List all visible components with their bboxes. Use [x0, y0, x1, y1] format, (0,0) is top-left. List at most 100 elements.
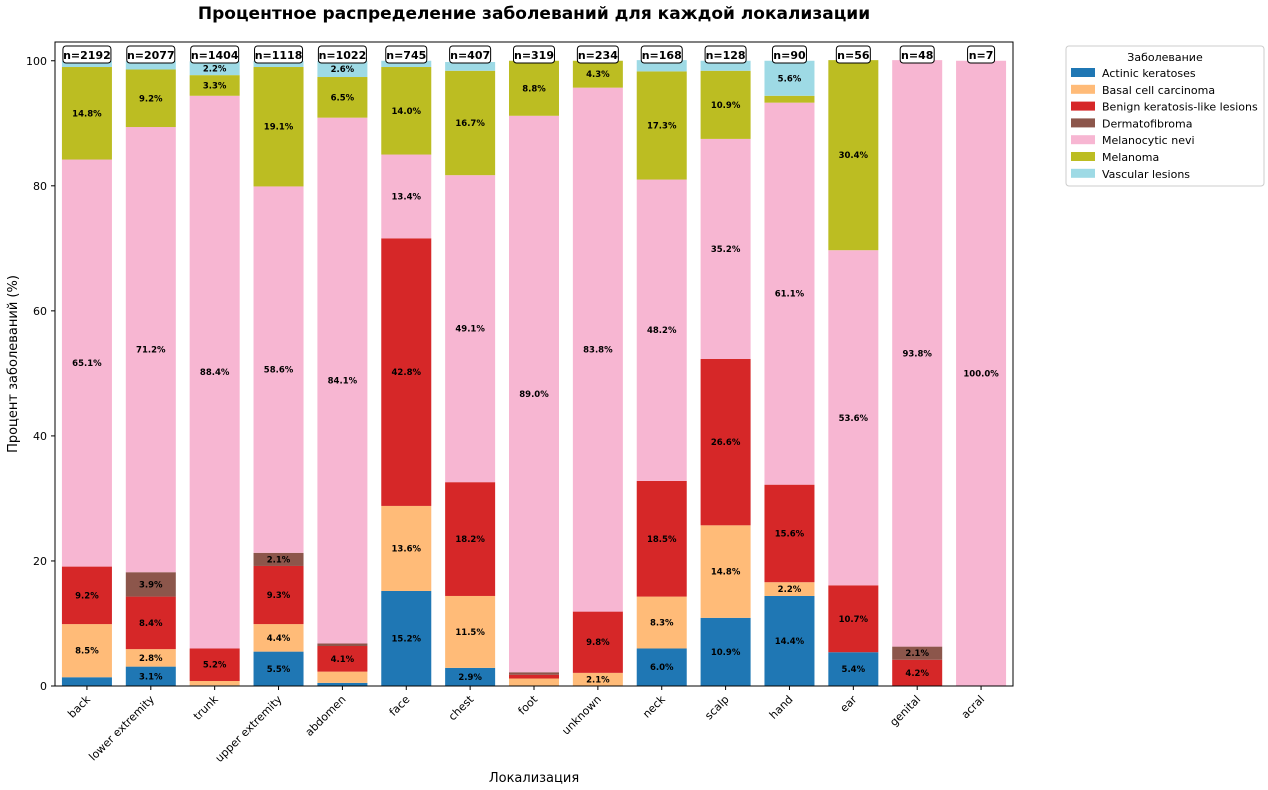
bar-segment: [317, 671, 368, 683]
count-label: n=128: [706, 49, 746, 62]
segment-label: 14.8%: [711, 568, 741, 578]
count-box: [317, 45, 367, 64]
bar-segment: [445, 62, 496, 71]
count-box: [967, 45, 996, 64]
segment-label: 53.6%: [839, 414, 869, 424]
bar-segment: [317, 682, 368, 686]
bar-segment: [253, 651, 304, 686]
bar-segment: [636, 71, 687, 180]
bar-segment: [636, 480, 687, 597]
x-tick-label: upper extremity: [213, 693, 285, 765]
count-box: [640, 45, 683, 64]
legend-frame: [1065, 45, 1265, 187]
segment-label: 8.4%: [139, 619, 163, 629]
segment-label: 15.2%: [392, 634, 422, 644]
legend-swatch: [1071, 101, 1095, 111]
bar-segment: [189, 75, 240, 96]
segment-label: 8.5%: [75, 647, 99, 657]
bar-segment: [764, 484, 815, 583]
y-axis-title: Процент заболеваний (%): [6, 275, 21, 453]
bar-segment: [125, 666, 176, 686]
bar-segment: [700, 70, 751, 139]
segment-label: 2.2%: [778, 585, 802, 595]
bar-segment: [61, 677, 112, 686]
bar-segment: [189, 648, 240, 681]
bar-segment: [253, 60, 304, 68]
x-tick-label: abdomen: [303, 693, 349, 739]
bar-segment: [125, 60, 176, 70]
count-label: n=745: [386, 49, 426, 62]
bar-segment: [253, 565, 304, 625]
bar-segment: [828, 60, 879, 251]
bar-segment: [636, 60, 687, 72]
count-label: n=168: [642, 49, 682, 62]
segment-label: 14.4%: [775, 637, 805, 647]
segment-label: 84.1%: [328, 377, 358, 387]
count-label: n=56: [837, 49, 870, 62]
bar-segment: [509, 672, 559, 675]
bar-segment: [828, 250, 879, 586]
y-tick-label: 60: [33, 305, 47, 318]
segment-label: 30.4%: [839, 151, 869, 161]
legend-label: Melanocytic nevi: [1102, 134, 1195, 147]
segment-label: 4.2%: [905, 669, 929, 679]
bar-segment: [253, 552, 304, 566]
segment-label: 9.3%: [267, 591, 291, 601]
bar-segment: [125, 69, 176, 128]
segment-label: 18.5%: [647, 535, 677, 545]
legend-swatch: [1071, 84, 1095, 94]
segment-label: 10.9%: [711, 648, 741, 658]
segment-label: 49.1%: [455, 325, 485, 335]
segment-label: 89.0%: [519, 390, 549, 400]
x-axis-title: Локализация: [489, 771, 579, 786]
bar-segment: [764, 102, 815, 485]
segment-label: 18.2%: [455, 535, 485, 545]
legend-label: Vascular lesions: [1102, 168, 1190, 181]
count-label: n=7: [969, 49, 994, 62]
segment-label: 2.6%: [331, 65, 355, 75]
bar-segment: [317, 643, 368, 646]
segment-label: 26.6%: [711, 438, 741, 448]
legend-label: Benign keratosis-like lesions: [1102, 101, 1258, 114]
y-tick-label: 0: [40, 680, 47, 693]
segment-label: 4.3%: [586, 70, 610, 80]
segment-label: 13.4%: [392, 192, 422, 202]
count-labels-group: n=2192 n=2077 n=1404 n=1118 n=1022 n=745 n=407…: [62, 45, 996, 64]
segment-label: 17.3%: [647, 121, 677, 131]
count-box: [704, 45, 747, 64]
bar-segment: [253, 67, 304, 187]
count-box: [771, 45, 807, 64]
bar-segment: [381, 154, 432, 239]
bar-segment: [509, 60, 559, 116]
y-tick-label: 80: [33, 180, 47, 193]
segment-label: 4.4%: [267, 634, 291, 644]
x-tick-label: scalp: [702, 693, 731, 722]
x-tick-label: ear: [838, 693, 860, 715]
bar-segment: [892, 60, 943, 647]
bar-segment: [61, 67, 112, 160]
bar-segment: [764, 95, 815, 103]
bar-segment: [125, 649, 176, 667]
segment-label: 14.8%: [72, 109, 102, 119]
segment-label: 4.1%: [331, 655, 355, 665]
bar-segment: [317, 645, 368, 672]
count-box: [576, 45, 619, 64]
bar-segment: [509, 674, 559, 679]
bar-segment: [700, 525, 751, 618]
y-tick-label: 20: [33, 555, 47, 568]
bar-segment: [764, 60, 815, 96]
segment-label: 88.4%: [200, 368, 230, 378]
x-tick-label: lower extremity: [86, 693, 157, 764]
segment-label: 2.1%: [267, 555, 291, 565]
count-box: [899, 45, 935, 64]
x-tick-label: back: [65, 692, 93, 720]
x-tick-label: hand: [767, 693, 796, 722]
bar-segment: [125, 127, 176, 573]
legend-title: Заболевание: [1127, 51, 1203, 64]
legend-label: Basal cell carcinoma: [1102, 84, 1215, 97]
bar-segment: [509, 678, 559, 686]
segment-label: 35.2%: [711, 245, 741, 255]
bar-segment: [445, 595, 496, 668]
segment-label: 2.1%: [905, 649, 929, 659]
bar-segment: [189, 95, 240, 649]
